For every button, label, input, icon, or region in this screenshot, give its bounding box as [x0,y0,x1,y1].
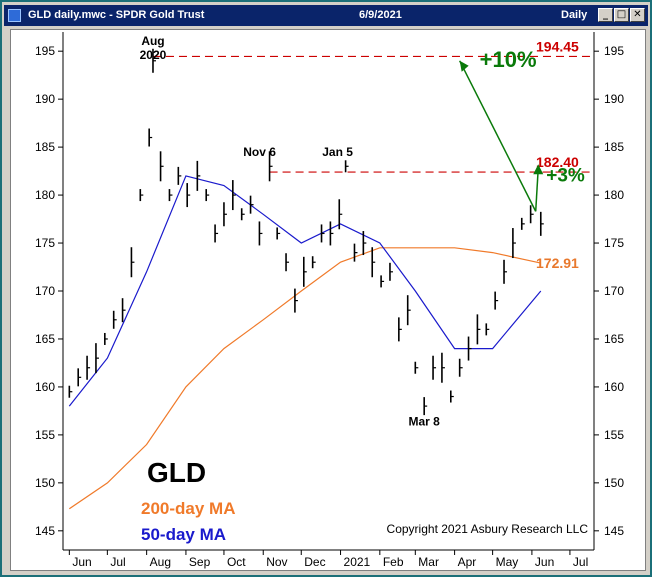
y-tick-label-right: 160 [604,380,624,394]
legend-200-day-ma: 200-day MA [141,499,235,518]
arrowhead-10pct [459,60,469,72]
y-tick-label-left: 165 [35,332,55,346]
maximize-button[interactable]: □ [614,8,629,22]
y-tick-label-left: 150 [35,476,55,490]
y-tick-label-right: 185 [604,140,624,154]
y-tick-label-right: 165 [604,332,624,346]
target-arrow-3pct [534,168,539,212]
y-tick-label-left: 170 [35,284,55,298]
y-tick-label-right: 170 [604,284,624,298]
ma-line [68,247,541,510]
y-tick-label-left: 180 [35,188,55,202]
price-chart: 145 145 150 150 155 155 160 160 165 165 170 170 175 1… [35,32,624,569]
x-tick-label: Dec [304,555,325,569]
x-tick-label: Mar [418,555,439,569]
title-bar[interactable]: GLD daily.mwc - SPDR Gold Trust 6/9/2021… [4,5,648,26]
x-tick-label: May [496,555,519,569]
target-arrow-10pct [458,60,537,212]
peak-annotation-year: 2020 [140,48,167,62]
y-tick-label-left: 190 [35,92,55,106]
x-tick-label: Aug [150,555,171,569]
x-tick-label: Oct [227,555,246,569]
y-tick-label-right: 155 [604,428,624,442]
target-label-3pct: +3% [546,165,585,186]
y-tick-label-left: 185 [35,140,55,154]
target-label-10pct: +10% [480,47,537,72]
minimize-button[interactable]: _ [598,8,613,22]
arrowhead-3pct [533,164,544,175]
y-tick-label-left: 155 [35,428,55,442]
x-tick-label: Jul [573,555,588,569]
y-tick-label-left: 160 [35,380,55,394]
ma-value-label: 172.91 [536,255,579,271]
x-tick-label: Sep [189,555,211,569]
annotation-mar-8: Mar 8 [409,415,441,429]
legend-50-day-ma: 50-day MA [141,525,226,544]
close-button[interactable]: ✕ [630,8,645,22]
resistance-label: 194.45 [536,38,579,54]
ma-line [68,175,542,407]
y-tick-label-right: 175 [604,236,624,250]
legend-gld: GLD [147,457,206,488]
x-tick-label: Jul [110,555,125,569]
y-tick-label-right: 180 [604,188,624,202]
peak-annotation-month: Aug [141,34,164,48]
x-tick-label: Jun [72,555,91,569]
app-icon [8,9,21,22]
y-tick-label-right: 145 [604,524,624,538]
y-tick-label-left: 175 [35,236,55,250]
annotation-nov-6: Nov 6 [243,145,276,159]
copyright-notice: Copyright 2021 Asbury Research LLC [387,522,589,536]
chart-area: 145 145 150 150 155 155 160 160 165 165 170 170 175 1… [10,29,646,571]
x-tick-label: Nov [266,555,287,569]
resistance-label: 182.40 [536,154,579,170]
period-label[interactable]: Daily [561,9,588,21]
y-tick-label-right: 195 [604,44,624,58]
annotation-jan-5: Jan 5 [322,145,353,159]
y-tick-label-left: 195 [35,44,55,58]
x-tick-label: Feb [383,555,404,569]
y-tick-label-right: 190 [604,92,624,106]
y-tick-label-left: 145 [35,524,55,538]
x-tick-label: 2021 [344,555,371,569]
window-date: 6/9/2021 [359,9,402,21]
window-title: GLD daily.mwc - SPDR Gold Trust [28,9,205,21]
x-tick-label: Apr [458,555,477,569]
x-tick-label: Jun [535,555,554,569]
y-tick-label-right: 150 [604,476,624,490]
